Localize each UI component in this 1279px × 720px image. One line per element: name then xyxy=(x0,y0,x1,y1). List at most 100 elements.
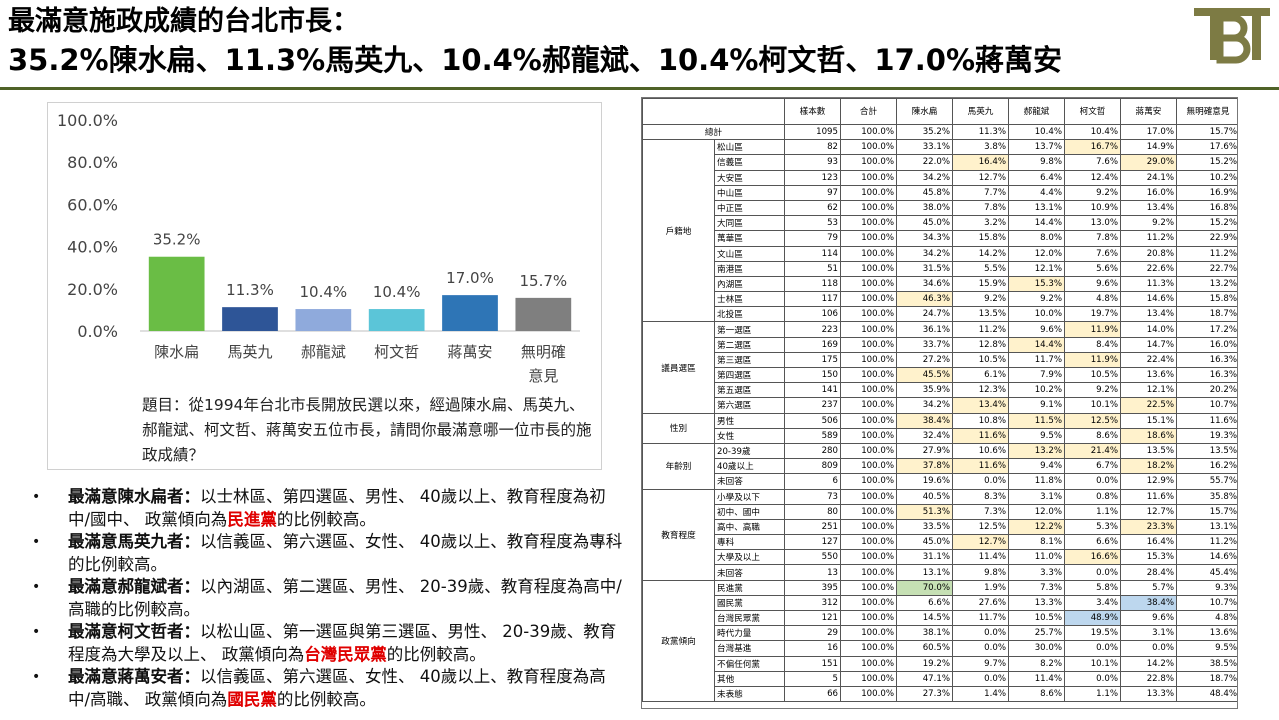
table-cell: 14.5% xyxy=(896,609,953,627)
x-tick-label: 柯文哲 xyxy=(374,343,419,361)
y-tick-label: 20.0% xyxy=(67,280,118,299)
table-cell: 7.6% xyxy=(1064,154,1121,171)
table-cell: 11.2% xyxy=(1120,230,1177,247)
table-cell: 100.0% xyxy=(840,184,897,201)
table-cell: 10.4% xyxy=(1008,123,1065,141)
table-row: 台灣基進 16 100.0% 60.5% 0.0% 30.0% 0.0% 0.0% 9.5% xyxy=(643,640,1237,657)
table-row: 未回答 6 100.0% 19.6% 0.0% 11.8% 0.0% 12.9% 55.7% xyxy=(643,473,1237,490)
table-cell: 20.8% xyxy=(1120,245,1177,262)
table-row: 第五選區 141 100.0% 35.9% 12.3% 10.2% 9.2% 12.1% 20.… xyxy=(643,382,1237,399)
table-cell: 10.5% xyxy=(952,351,1009,369)
table-cell: 7.3% xyxy=(952,503,1009,520)
table-cell: 100.0% xyxy=(840,549,897,566)
finding-item-ko: • 最滿意柯文哲者：以松山區、第一選區與第三選區、男性、 20-39歲、教育程度為… xyxy=(32,622,617,664)
table-cell: 28.4% xyxy=(1120,564,1177,581)
table-cell: 12.7% xyxy=(952,534,1009,551)
table-cell: 12.1% xyxy=(1008,260,1065,277)
table-cell: 0.0% xyxy=(952,625,1009,642)
table-cell: 10.0% xyxy=(1008,306,1065,323)
group-label: 戶籍地 xyxy=(642,139,715,323)
table-cell: 100.0% xyxy=(840,594,897,612)
table-cell: 16.2% xyxy=(1176,458,1237,475)
table-cell: 0.0% xyxy=(952,473,1009,490)
table-cell: 1.9% xyxy=(952,579,1009,596)
table-row: 教育程度 小學及以下 73 100.0% 40.5% 8.3% 3.1% 0.8% 11.6% 3… xyxy=(642,488,1237,581)
table-cell: 9.3% xyxy=(1176,579,1237,596)
row-label: 男性 xyxy=(714,412,785,429)
column-header: 柯文哲 xyxy=(1064,98,1121,125)
survey-question: 題目：從1994年台北市長開放民選以來，經過陳水扁、馬英九、郝龍斌、柯文哲、蔣萬… xyxy=(142,396,592,464)
table-cell: 100.0% xyxy=(840,458,897,475)
table-cell: 16.4% xyxy=(952,154,1009,171)
data-label: 35.2% xyxy=(153,231,201,249)
table-row: 不偏任何黨 151 100.0% 19.2% 9.7% 8.2% 10.1% 14.2% 38.… xyxy=(643,655,1237,672)
column-header: 合計 xyxy=(840,98,897,125)
finding-item-hau: • 最滿意郝龍斌者：以內湖區、第二選區、男性、 20-39歲、教育程度為高中/高職… xyxy=(32,577,622,619)
bar xyxy=(222,307,278,331)
row-label: 未回答 xyxy=(714,473,785,490)
table-cell: 27.2% xyxy=(896,351,953,369)
table-cell: 7.8% xyxy=(1064,230,1121,247)
header-divider xyxy=(0,87,1279,90)
table-cell: 82 xyxy=(784,139,841,156)
table-cell: 79 xyxy=(784,230,841,247)
table-cell: 4.8% xyxy=(1176,609,1237,627)
table-cell: 13 xyxy=(784,564,841,581)
table-cell: 13.5% xyxy=(952,306,1009,323)
row-label: 高中、高職 xyxy=(714,518,785,536)
table-cell: 100.0% xyxy=(840,275,897,293)
table-cell: 5 xyxy=(784,670,841,687)
table-cell: 8.6% xyxy=(1064,427,1121,444)
table-cell: 18.6% xyxy=(1120,427,1177,444)
tbt-logo xyxy=(1194,8,1270,64)
table-cell: 12.0% xyxy=(1008,503,1065,520)
table-row: 其他 5 100.0% 47.1% 0.0% 11.4% 0.0% 22.8% 18.7% xyxy=(643,670,1237,687)
y-tick-label: 60.0% xyxy=(67,195,118,214)
table-row: 國民黨 312 100.0% 6.6% 27.6% 13.3% 3.4% 38.4% 10.7% xyxy=(643,594,1237,612)
row-label: 北投區 xyxy=(714,306,785,323)
table-cell: 15.2% xyxy=(1176,154,1237,171)
table-row: 大同區 53 100.0% 45.0% 3.2% 14.4% 13.0% 9.2% 15.2% xyxy=(643,215,1237,232)
table-cell: 100.0% xyxy=(840,366,897,384)
table-cell: 6 xyxy=(784,473,841,490)
table-cell: 15.9% xyxy=(952,275,1009,293)
table-row: 女性 589 100.0% 32.4% 11.6% 9.5% 8.6% 18.6% 19.3% xyxy=(643,427,1237,444)
table-cell: 11.6% xyxy=(1176,412,1237,429)
table-cell: 53 xyxy=(784,215,841,232)
row-label: 40歲以上 xyxy=(714,458,785,475)
table-cell: 10.6% xyxy=(952,442,1009,460)
table-cell: 13.6% xyxy=(1120,366,1177,384)
table-row: 文山區 114 100.0% 34.2% 14.2% 12.0% 7.6% 20.8% 11.2… xyxy=(643,245,1237,262)
table-cell: 100.0% xyxy=(840,427,897,444)
table-cell: 8.6% xyxy=(1008,685,1065,703)
table-cell: 34.6% xyxy=(896,275,953,293)
table-cell: 12.1% xyxy=(1120,382,1177,399)
table-row: 萬華區 79 100.0% 34.3% 15.8% 8.0% 7.8% 11.2% 22.9% xyxy=(643,230,1237,247)
table-cell: 11.6% xyxy=(952,458,1009,475)
table-cell: 100.0% xyxy=(840,685,897,703)
table-cell: 37.8% xyxy=(896,458,953,475)
table-cell: 6.7% xyxy=(1064,458,1121,475)
table-cell: 100.0% xyxy=(840,397,897,414)
table-cell: 11.3% xyxy=(1120,275,1177,293)
table-cell: 12.9% xyxy=(1120,473,1177,490)
table-cell: 9.2% xyxy=(1008,291,1065,308)
table-cell: 9.5% xyxy=(1176,640,1237,657)
table-cell: 11.2% xyxy=(1176,534,1237,551)
table-cell: 11.0% xyxy=(1008,549,1065,566)
x-tick-label: 郝龍斌 xyxy=(301,343,346,361)
table-cell: 9.4% xyxy=(1008,458,1065,475)
table-cell: 13.3% xyxy=(1120,685,1177,703)
table-cell: 100.0% xyxy=(840,321,897,338)
column-header: 蔣萬安 xyxy=(1120,98,1177,125)
table-cell: 251 xyxy=(784,518,841,536)
table-cell: 589 xyxy=(784,427,841,444)
table-row: 未回答 13 100.0% 13.1% 9.8% 3.3% 0.0% 28.4% 45.4% xyxy=(643,564,1237,581)
table-cell: 16.8% xyxy=(1176,199,1237,217)
table-cell: 13.4% xyxy=(952,397,1009,414)
table-row-total: 總計 1095 100.0% 35.2% 11.3% 10.4% 10.4% 17.0% 15.… xyxy=(642,123,1237,141)
table-cell: 34.2% xyxy=(896,397,953,414)
row-label: 第三選區 xyxy=(714,351,785,369)
row-label: 初中、國中 xyxy=(714,503,785,520)
table-cell: 7.7% xyxy=(952,184,1009,201)
